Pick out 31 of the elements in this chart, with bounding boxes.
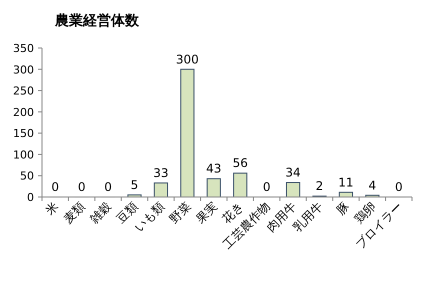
y-tick-label: 250 bbox=[13, 84, 34, 98]
data-label: 0 bbox=[78, 180, 86, 194]
x-tick-label: 米 bbox=[42, 199, 62, 218]
y-tick-label: 200 bbox=[13, 106, 34, 119]
data-label: 0 bbox=[104, 180, 112, 194]
y-tick-label: 100 bbox=[13, 148, 34, 162]
y-tick-label: 0 bbox=[27, 191, 34, 204]
data-label: 4 bbox=[368, 178, 376, 192]
x-tick-label: 麦類 bbox=[60, 199, 88, 226]
data-label: 300 bbox=[176, 52, 199, 66]
data-label: 34 bbox=[285, 166, 301, 180]
data-label: 11 bbox=[338, 175, 354, 190]
data-label: 2 bbox=[316, 179, 324, 194]
data-label: 43 bbox=[206, 162, 222, 176]
y-tick-label: 350 bbox=[13, 42, 34, 55]
data-label: 56 bbox=[232, 156, 248, 170]
data-label: 0 bbox=[51, 180, 60, 194]
y-tick-label: 150 bbox=[13, 127, 34, 140]
x-tick-label: 雑穀 bbox=[87, 199, 114, 226]
data-label: 0 bbox=[262, 180, 270, 194]
x-tick-label: 果実 bbox=[193, 199, 220, 226]
data-label: 0 bbox=[394, 180, 403, 194]
data-label: 5 bbox=[130, 178, 138, 192]
x-tick-label: 豚 bbox=[334, 199, 352, 218]
x-tick-label: 豆類 bbox=[114, 199, 141, 226]
x-tick-label: 野菜 bbox=[166, 199, 194, 226]
chart-title: 農業経営体数 bbox=[54, 13, 140, 29]
y-tick-label: 50 bbox=[20, 170, 34, 183]
x-tick-label: 鶏卵 bbox=[352, 199, 378, 226]
data-label: 33 bbox=[153, 166, 169, 180]
y-tick-label: 300 bbox=[13, 63, 34, 76]
